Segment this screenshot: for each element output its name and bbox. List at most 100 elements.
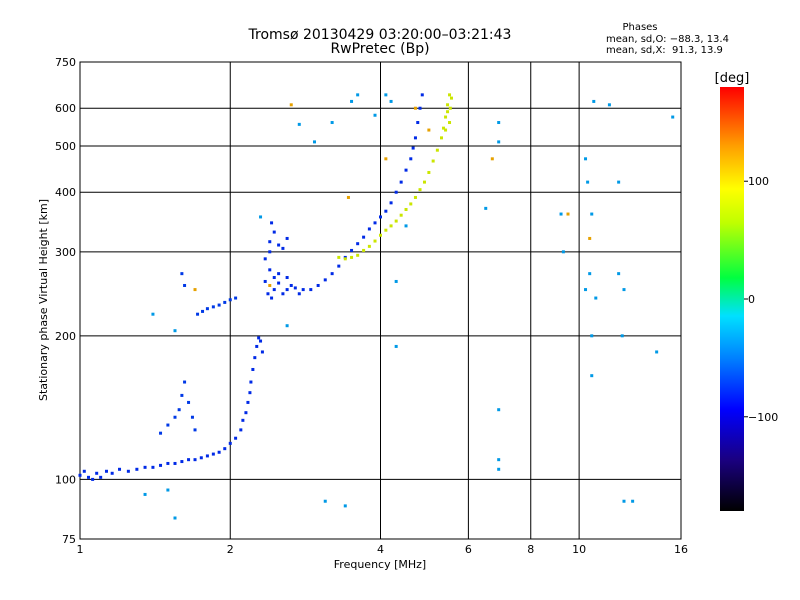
data-point	[448, 93, 452, 97]
data-point	[143, 492, 147, 496]
data-point	[356, 93, 360, 97]
data-point	[281, 292, 285, 296]
data-point	[427, 170, 431, 174]
data-point	[166, 423, 170, 427]
data-point	[143, 465, 147, 469]
chart-subtitle: RwPretec (Bp)	[330, 41, 430, 57]
data-point	[394, 344, 398, 348]
data-point	[223, 447, 227, 451]
data-point	[255, 344, 259, 348]
data-point	[497, 408, 501, 412]
data-point	[177, 408, 181, 412]
data-point	[404, 224, 408, 228]
data-point	[211, 305, 215, 309]
data-point	[446, 110, 450, 114]
data-point	[259, 215, 263, 219]
y-tick-label: 750	[55, 56, 76, 69]
data-point	[490, 157, 494, 161]
data-point	[285, 288, 289, 292]
data-point	[244, 411, 248, 415]
data-point	[263, 279, 267, 283]
x-tick-label: 8	[527, 543, 534, 556]
y-axis-label: Stationary phase Virtual Height [km]	[37, 199, 50, 401]
data-point	[337, 255, 341, 259]
phases-mean-sd-o: mean, sd,O: −88.3, 13.4	[606, 34, 729, 45]
data-point	[260, 350, 264, 354]
data-point	[151, 465, 155, 469]
data-point	[586, 180, 590, 184]
data-point	[234, 436, 238, 440]
data-point	[367, 227, 371, 231]
data-point	[228, 441, 232, 445]
data-point	[268, 283, 272, 287]
data-point	[420, 93, 424, 97]
x-axis-label: Frequency [MHz]	[334, 558, 426, 571]
data-point	[253, 356, 257, 360]
y-tick-label: 75	[62, 533, 76, 546]
data-point	[293, 286, 297, 290]
data-point	[228, 298, 232, 302]
data-point	[422, 180, 426, 184]
data-point	[297, 292, 301, 296]
data-point	[239, 428, 243, 432]
data-point	[180, 393, 184, 397]
data-point	[323, 278, 327, 282]
data-point	[622, 288, 626, 292]
data-point	[277, 272, 281, 276]
colorbar-tick-label: −100	[748, 411, 778, 424]
data-point	[590, 212, 594, 216]
data-point	[497, 121, 501, 125]
data-point	[268, 268, 272, 272]
data-point	[266, 292, 270, 296]
data-point	[384, 93, 388, 97]
y-axis-ticks: 75 100 200 300 400 500 600 750	[55, 56, 76, 546]
data-point	[631, 499, 635, 503]
data-point	[484, 206, 488, 210]
data-point	[337, 264, 341, 268]
data-point	[285, 276, 289, 280]
data-point	[497, 458, 501, 462]
data-point	[330, 121, 334, 125]
data-point	[394, 279, 398, 283]
data-point	[217, 303, 221, 307]
data-point	[272, 288, 276, 292]
x-tick-label: 4	[377, 543, 384, 556]
data-point	[211, 452, 215, 456]
data-point	[590, 374, 594, 378]
data-point	[671, 115, 675, 119]
x-tick-label: 1	[77, 543, 84, 556]
data-point	[362, 235, 366, 239]
data-point	[173, 329, 177, 333]
data-point	[389, 201, 393, 205]
y-tick-label: 100	[55, 473, 76, 486]
data-point	[205, 454, 209, 458]
data-point	[272, 276, 276, 280]
data-point	[566, 212, 570, 216]
data-point	[110, 471, 114, 475]
data-point	[350, 248, 354, 252]
data-point	[590, 334, 594, 338]
data-point	[446, 103, 450, 107]
data-point	[356, 242, 360, 246]
data-point	[622, 499, 626, 503]
data-point	[350, 99, 354, 103]
data-point	[373, 239, 377, 243]
data-point	[435, 148, 439, 152]
data-point	[448, 106, 452, 110]
phases-heading: Phases	[622, 22, 658, 33]
data-point	[272, 230, 276, 234]
data-point	[379, 233, 382, 237]
x-tick-label: 16	[674, 543, 688, 556]
data-point	[248, 391, 252, 395]
data-point	[384, 209, 388, 213]
data-point	[241, 418, 245, 422]
data-point	[442, 126, 446, 130]
data-point	[592, 99, 596, 103]
y-tick-label: 600	[55, 102, 76, 115]
data-point	[277, 243, 281, 247]
data-point	[409, 157, 413, 161]
data-point	[448, 121, 452, 125]
data-point	[268, 250, 272, 254]
data-point	[270, 296, 274, 300]
